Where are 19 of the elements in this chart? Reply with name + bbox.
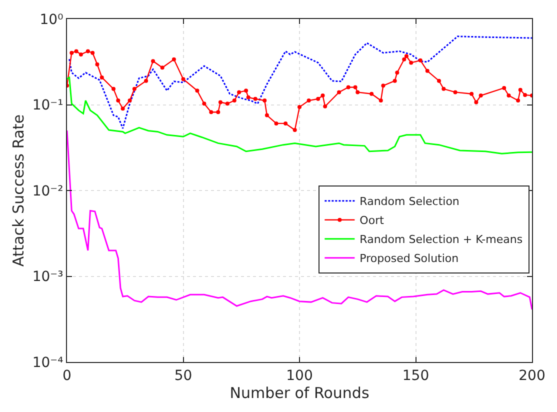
- legend-label: Oort: [360, 214, 385, 228]
- x-tick-label: 150: [402, 368, 430, 384]
- y-tick-label: 10⁻⁴: [32, 354, 64, 371]
- y-tick-label: 10⁰: [40, 12, 64, 28]
- y-tick-label: 10⁻²: [32, 183, 64, 200]
- legend-label: Random Selection: [360, 195, 460, 208]
- legend-label: Proposed Solution: [360, 252, 459, 266]
- x-tick-label: 200: [518, 368, 546, 384]
- x-tick-label: 50: [174, 368, 192, 384]
- x-tick-label: 100: [286, 368, 313, 384]
- line-series: [68, 36, 532, 130]
- x-tick-label: 0: [62, 368, 72, 384]
- line-series: [67, 130, 532, 310]
- y-axis-title: Attack Success Rate: [10, 114, 28, 267]
- y-tick-label: 10⁻³: [32, 269, 64, 286]
- line-series: [67, 76, 532, 154]
- x-axis-title: Number of Rounds: [230, 384, 370, 402]
- legend-label: Random Selection + K-means: [360, 233, 523, 246]
- y-tick-label: 10⁻¹: [32, 98, 64, 114]
